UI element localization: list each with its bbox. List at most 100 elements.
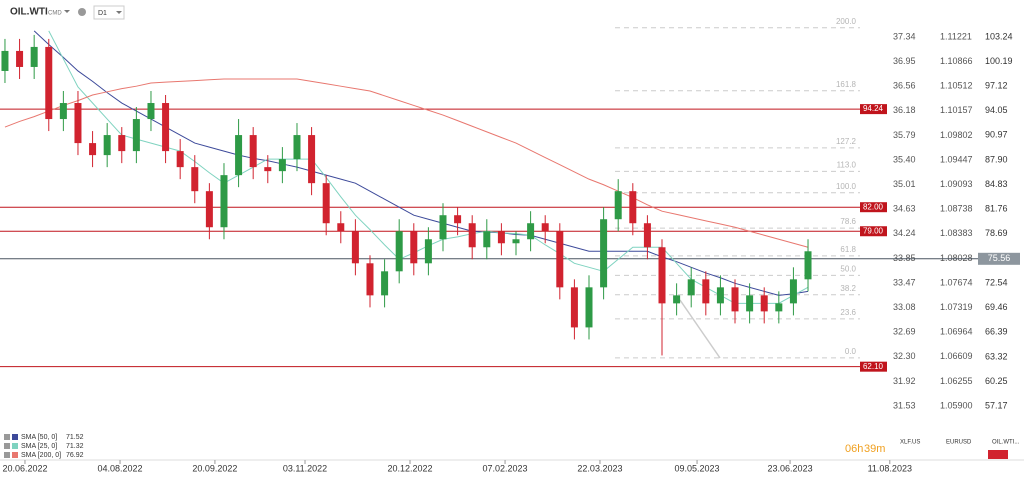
y-tick-label: 94.05 — [985, 105, 1008, 115]
candle-body — [351, 231, 359, 264]
y-tick-label: 66.39 — [985, 327, 1008, 337]
market: CMD — [48, 11, 62, 17]
x-tick-label: 07.02.2023 — [483, 463, 528, 473]
legend-swatch — [12, 434, 18, 440]
eurusd-tick-label: 1.06964 — [940, 327, 973, 337]
eurusd-tick-label: 1.08738 — [940, 204, 973, 214]
legend-name: SMA [25, 0] — [21, 443, 57, 450]
eurusd-tick-label: 1.06609 — [940, 351, 973, 361]
eurusd-tick-label: 1.06255 — [940, 376, 973, 386]
candle-body — [424, 239, 432, 264]
candle-body — [293, 135, 301, 160]
candle-body — [804, 251, 812, 280]
xlf-tick-label: 34.24 — [893, 228, 916, 238]
legend-name: SMA [50, 0] — [21, 434, 57, 441]
tab[interactable]: XLF.US — [900, 440, 920, 446]
y-tick-label: 103.24 — [985, 31, 1013, 41]
close-button[interactable] — [988, 450, 1008, 459]
level-box — [860, 226, 887, 237]
xlf-tick-label: 33.85 — [893, 253, 916, 263]
candle-body — [235, 135, 243, 176]
fib-label: 50.0 — [840, 264, 856, 273]
candle-body — [176, 151, 184, 168]
y-tick-label: 69.46 — [985, 302, 1008, 312]
candle-body — [512, 239, 520, 244]
candle-body — [716, 287, 724, 304]
candle-body — [527, 223, 535, 240]
candle-body — [673, 295, 681, 304]
candle-body — [658, 247, 666, 304]
eurusd-tick-label: 1.09447 — [940, 154, 973, 164]
fib-label: 113.0 — [837, 160, 857, 169]
dropdown-arrow[interactable] — [116, 11, 122, 14]
candle-body — [614, 191, 622, 220]
candle-body — [381, 271, 389, 296]
xlf-tick-label: 36.18 — [893, 105, 916, 115]
y-tick-label: 60.25 — [985, 376, 1008, 386]
y-tick-label: 90.97 — [985, 130, 1008, 140]
candle-body — [16, 50, 24, 67]
level-label: 62.10 — [863, 362, 884, 371]
xlf-tick-label: 35.01 — [893, 179, 916, 189]
eurusd-tick-label: 1.07674 — [940, 277, 973, 287]
candle-body — [59, 103, 67, 120]
xlf-tick-label: 34.63 — [893, 204, 916, 214]
fib-label: 38.2 — [840, 284, 856, 293]
fib-label: 61.8 — [840, 245, 856, 254]
eurusd-tick-label: 1.11221 — [940, 31, 972, 41]
sma-line — [4, 78, 809, 248]
candle-body — [249, 135, 257, 168]
candle-body — [760, 295, 768, 312]
level-box — [860, 104, 887, 115]
tab[interactable]: EURUSD — [946, 440, 972, 446]
timeframe-box[interactable] — [93, 5, 125, 20]
xlf-tick-label: 31.92 — [893, 376, 916, 386]
candle-body — [89, 143, 97, 156]
legend-value: 71.52 — [66, 434, 84, 441]
xlf-tick-label: 33.08 — [893, 302, 916, 312]
candle-body — [220, 175, 228, 228]
x-tick-label: 23.06.2023 — [768, 463, 813, 473]
xlf-tick-label: 36.56 — [893, 81, 916, 91]
fib-label: 78.6 — [840, 217, 856, 226]
candle-body — [103, 135, 111, 156]
y-tick-label: 78.69 — [985, 228, 1008, 238]
legend-value: 71.32 — [66, 443, 84, 450]
candle-body — [497, 231, 505, 244]
fib-label: 100.0 — [836, 182, 857, 191]
legend-value: 76.92 — [66, 452, 84, 459]
xlf-tick-label: 37.34 — [893, 31, 916, 41]
fib-label: 161.8 — [836, 80, 857, 89]
candle-body — [264, 167, 272, 172]
tab[interactable]: OIL.WTI... — [992, 440, 1020, 446]
legend-name: SMA [200, 0] — [21, 452, 61, 459]
x-tick-label: 22.03.2023 — [577, 463, 622, 473]
fib-label: 0.0 — [845, 347, 857, 356]
current-price-box — [978, 252, 1020, 265]
candle-body — [308, 135, 316, 184]
eurusd-tick-label: 1.10512 — [940, 81, 973, 91]
level-box — [860, 361, 887, 372]
timeframe[interactable]: D1 — [98, 10, 107, 17]
fib-label: 127.2 — [836, 137, 857, 146]
candle-body — [570, 287, 578, 328]
candle-body — [731, 287, 739, 312]
candle-body — [74, 103, 82, 144]
candle-body — [483, 231, 491, 248]
dropdown-arrow[interactable] — [64, 10, 70, 13]
candle-body — [395, 231, 403, 272]
fib-label: 23.6 — [840, 308, 856, 317]
candle-body — [439, 215, 447, 240]
level-box — [860, 202, 887, 213]
candle-body — [162, 103, 170, 152]
candle-body — [205, 191, 213, 228]
x-tick-label: 04.08.2022 — [97, 463, 142, 473]
info-icon[interactable] — [78, 8, 86, 16]
candle-body — [775, 303, 783, 312]
candle-body — [132, 119, 140, 152]
xlf-tick-label: 36.95 — [893, 56, 916, 66]
candle-body — [118, 135, 126, 152]
symbol[interactable]: OIL.WTI — [10, 7, 48, 18]
